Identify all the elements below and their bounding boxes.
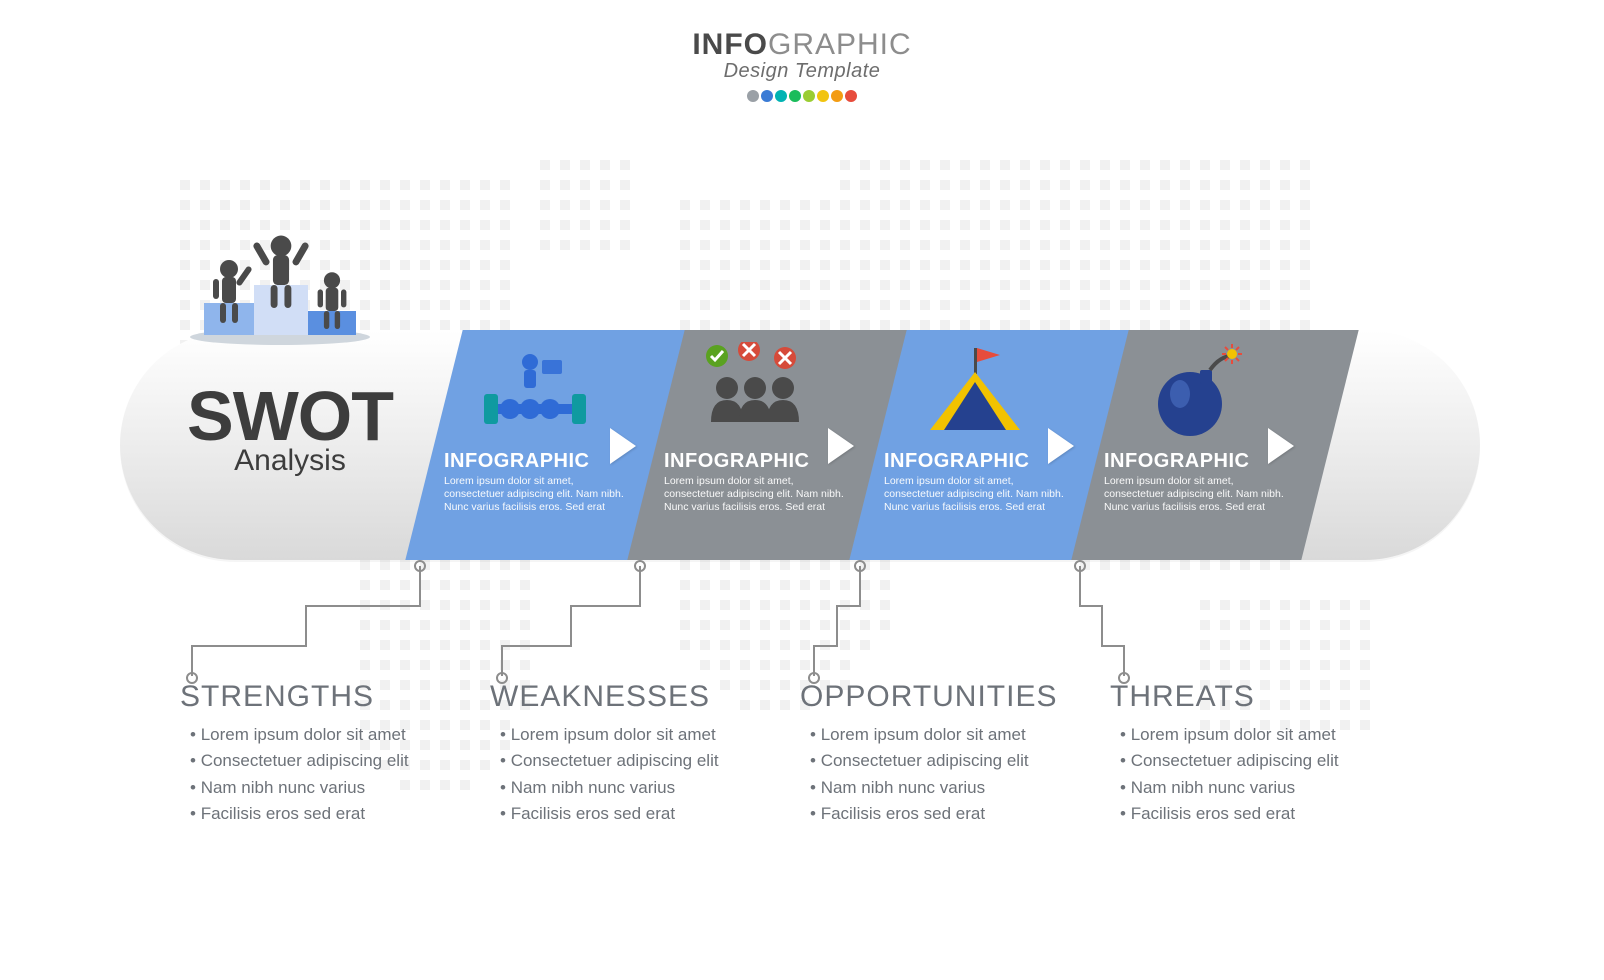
- segment-title: INFOGRAPHIC: [444, 450, 590, 473]
- category-strengths: STRENGTHS Lorem ipsum dolor sit ametCons…: [180, 680, 490, 827]
- header-title-light: GRAPHIC: [768, 28, 912, 61]
- category-item: Facilisis eros sed erat: [1120, 801, 1400, 827]
- category-item: Facilisis eros sed erat: [500, 801, 780, 827]
- category-title: THREATS: [1110, 680, 1400, 714]
- category-list: Lorem ipsum dolor sit ametConsectetuer a…: [810, 722, 1090, 827]
- segment-body: Lorem ipsum dolor sit amet, consectetuer…: [444, 475, 634, 514]
- segment-title: INFOGRAPHIC: [1104, 450, 1250, 473]
- category-item: Consectetuer adipiscing elit: [810, 748, 1090, 774]
- category-item: Nam nibh nunc varius: [500, 775, 780, 801]
- segment-body: Lorem ipsum dolor sit amet, consectetuer…: [664, 475, 854, 514]
- connector-lines: [120, 560, 1480, 690]
- category-item: Lorem ipsum dolor sit amet: [1120, 722, 1400, 748]
- barbell-icon: [480, 342, 590, 447]
- segment-title: INFOGRAPHIC: [664, 450, 810, 473]
- segment-body: Lorem ipsum dolor sit amet, consectetuer…: [1104, 475, 1294, 514]
- category-item: Nam nibh nunc varius: [190, 775, 470, 801]
- category-item: Facilisis eros sed erat: [190, 801, 470, 827]
- arrow-icon: [610, 428, 636, 464]
- header-dot: [845, 90, 857, 102]
- category-title: WEAKNESSES: [490, 680, 780, 714]
- header-title: INFOGRAPHIC: [0, 28, 1604, 62]
- category-item: Consectetuer adipiscing elit: [190, 748, 470, 774]
- category-item: Nam nibh nunc varius: [1120, 775, 1400, 801]
- category-item: Lorem ipsum dolor sit amet: [810, 722, 1090, 748]
- category-list: Lorem ipsum dolor sit ametConsectetuer a…: [500, 722, 780, 827]
- header-dot: [789, 90, 801, 102]
- category-item: Nam nibh nunc varius: [810, 775, 1090, 801]
- header-dot: [803, 90, 815, 102]
- header-dot: [775, 90, 787, 102]
- segment-body: Lorem ipsum dolor sit amet, consectetuer…: [884, 475, 1074, 514]
- podium-icon: [180, 185, 380, 350]
- category-item: Facilisis eros sed erat: [810, 801, 1090, 827]
- category-item: Consectetuer adipiscing elit: [1120, 748, 1400, 774]
- page-header: INFOGRAPHIC Design Template: [0, 28, 1604, 107]
- category-columns: STRENGTHS Lorem ipsum dolor sit ametCons…: [180, 680, 1500, 827]
- header-subtitle: Design Template: [0, 60, 1604, 83]
- category-weaknesses: WEAKNESSES Lorem ipsum dolor sit ametCon…: [490, 680, 800, 827]
- category-title: STRENGTHS: [180, 680, 470, 714]
- category-threats: THREATS Lorem ipsum dolor sit ametConsec…: [1110, 680, 1420, 827]
- mountain-icon: [920, 342, 1030, 447]
- header-dot: [761, 90, 773, 102]
- swot-pill: INFOGRAPHIC Lorem ipsum dolor sit amet, …: [120, 330, 1480, 560]
- bomb-icon: [1140, 342, 1250, 447]
- swot-label: SWOT Analysis: [160, 385, 420, 478]
- pill-segment-content-0: INFOGRAPHIC Lorem ipsum dolor sit amet, …: [430, 330, 640, 560]
- header-dots: [0, 89, 1604, 107]
- team-x-icon: [695, 342, 815, 447]
- swot-title: SWOT: [160, 385, 420, 448]
- category-item: Lorem ipsum dolor sit amet: [190, 722, 470, 748]
- category-item: Lorem ipsum dolor sit amet: [500, 722, 780, 748]
- segment-title: INFOGRAPHIC: [884, 450, 1030, 473]
- category-title: OPPORTUNITIES: [800, 680, 1090, 714]
- category-list: Lorem ipsum dolor sit ametConsectetuer a…: [190, 722, 470, 827]
- header-dot: [817, 90, 829, 102]
- header-title-bold: INFO: [692, 28, 768, 61]
- arrow-icon: [1048, 428, 1074, 464]
- header-dot: [747, 90, 759, 102]
- category-opportunities: OPPORTUNITIES Lorem ipsum dolor sit amet…: [800, 680, 1110, 827]
- category-list: Lorem ipsum dolor sit ametConsectetuer a…: [1120, 722, 1400, 827]
- category-item: Consectetuer adipiscing elit: [500, 748, 780, 774]
- arrow-icon: [1268, 428, 1294, 464]
- header-dot: [831, 90, 843, 102]
- arrow-icon: [828, 428, 854, 464]
